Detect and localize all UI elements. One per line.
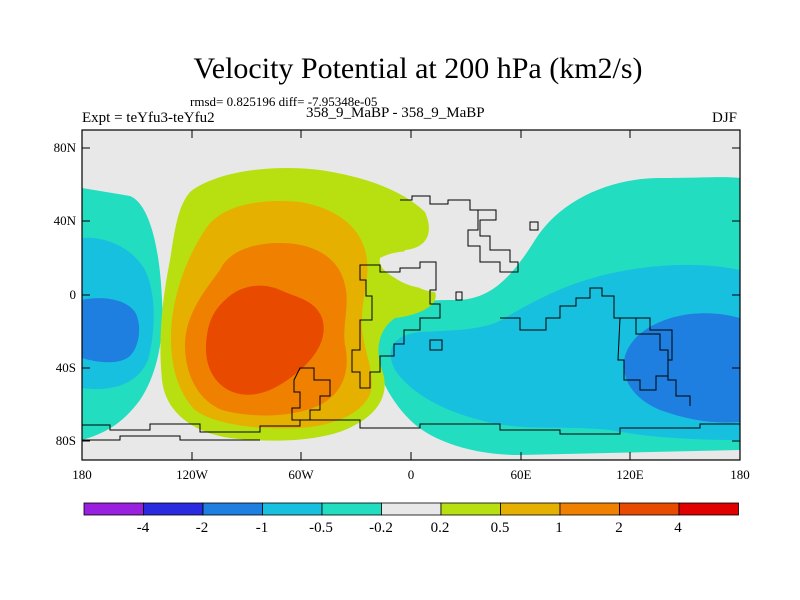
- contour-blue-west: [82, 298, 140, 363]
- x-tick-label: 0: [407, 467, 415, 482]
- colorbar-label: -1: [255, 520, 269, 536]
- colorbar-swatch: [321, 502, 382, 516]
- y-tick-label: 40S: [55, 360, 76, 375]
- colorbar-swatch: [678, 502, 739, 516]
- coastline-eurasia: [400, 195, 519, 273]
- colorbar-label: 1: [555, 520, 563, 536]
- colorbar-swatch: [143, 502, 204, 516]
- contour-field: [82, 130, 740, 460]
- x-tick-label: 120W: [176, 467, 208, 482]
- case-label: 358_9_MaBP - 358_9_MaBP: [306, 105, 485, 121]
- coastline-antarctica: [82, 419, 740, 435]
- colorbar-swatch: [440, 502, 501, 516]
- colorbar-swatch: [559, 502, 620, 516]
- x-tick-label: 180: [72, 467, 92, 482]
- colorbar-swatch: [500, 502, 561, 516]
- y-tick-label: 0: [69, 287, 77, 302]
- coastlines: [82, 195, 740, 441]
- coastline-island-2: [529, 221, 539, 231]
- x-ticks: [81, 130, 741, 460]
- colorbar-label: 0.2: [430, 520, 450, 536]
- x-tick-label: 60E: [510, 467, 532, 482]
- x-tick-label: 120E: [616, 467, 644, 482]
- colorbar-swatch: [83, 502, 144, 516]
- colorbar-label: 2: [615, 520, 623, 536]
- stats-line: rmsd= 0.825196 diff= -7.95348e-05: [190, 94, 378, 109]
- coastline-asia: [500, 287, 691, 406]
- x-tick-label: 180: [730, 467, 750, 482]
- y-ticks: [82, 147, 740, 442]
- coastline-island-3: [455, 291, 463, 301]
- contour-redorange: [205, 285, 324, 395]
- coastline-island-1: [429, 339, 443, 351]
- y-tick-label: 80N: [53, 140, 76, 155]
- coastline-south-america: [291, 367, 331, 421]
- coastline-southern-islands: [82, 435, 260, 441]
- coastline-africa: [351, 261, 441, 389]
- experiment-label: Expt = teYfu3-teYfu2: [82, 110, 215, 126]
- coastline-australia: [617, 317, 673, 391]
- colorbar-label: -2: [195, 520, 209, 536]
- season-label: DJF: [712, 110, 738, 126]
- y-tick-label: 80S: [55, 433, 76, 448]
- y-tick-label: 40N: [53, 213, 76, 228]
- map-title: Velocity Potential at 200 hPa (km2/s): [193, 52, 643, 85]
- colorbar-label: -4: [136, 520, 150, 536]
- colorbar-swatch: [619, 502, 680, 516]
- colorbar-label: 4: [674, 520, 682, 536]
- colorbar-label: -0.2: [369, 520, 393, 536]
- colorbar-swatch: [381, 502, 442, 516]
- contour-blue-east: [623, 313, 740, 423]
- colorbar: [83, 502, 739, 516]
- colorbar-swatch: [262, 502, 323, 516]
- contour-neutral-gap: [379, 251, 448, 289]
- colorbar-label: 0.5: [490, 520, 510, 536]
- colorbar-label: -0.5: [309, 520, 333, 536]
- x-tick-label: 60W: [288, 467, 314, 482]
- colorbar-swatch: [202, 502, 263, 516]
